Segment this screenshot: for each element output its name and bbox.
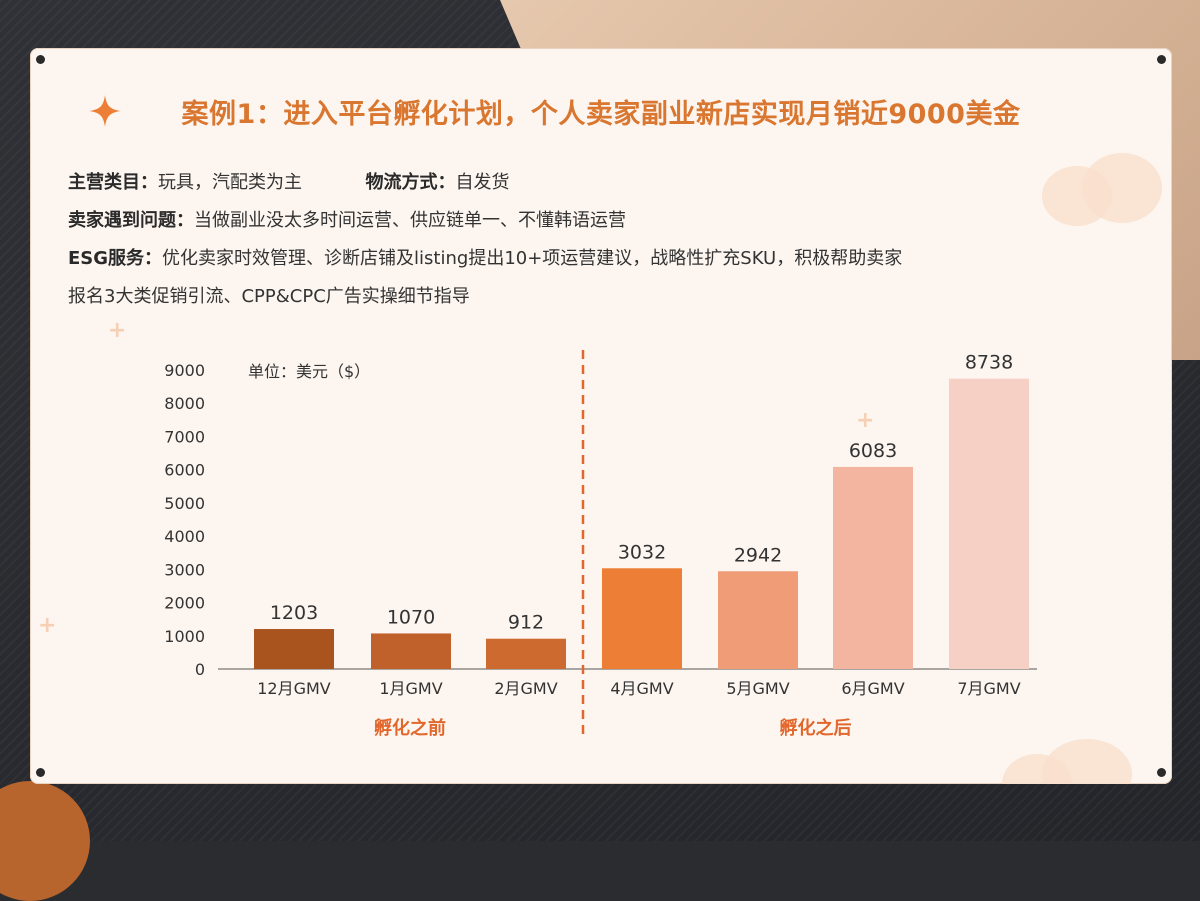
y-tick-label: 5000: [164, 494, 205, 513]
x-tick-label: 5月GMV: [726, 679, 789, 698]
info-line-esg: ESG服务：优化卖家时效管理、诊断店铺及listing提出10+项运营建议，战略…: [68, 244, 902, 270]
bar: [833, 466, 913, 669]
x-tick-label: 4月GMV: [610, 679, 673, 698]
y-tick-label: 3000: [164, 560, 205, 579]
gmv-bar-chart: 0 1000 2000 3000 4000 5000 6000 7000 8000 9000 单位：…: [164, 350, 1037, 740]
y-tick-label: 2000: [164, 594, 205, 613]
category-value: 玩具，汽配类为主: [158, 172, 302, 193]
info-line-category: 主营类目：玩具，汽配类为主 物流方式：自发货: [68, 168, 509, 194]
group-label: 孵化之前: [374, 717, 446, 739]
corner-dot: [1157, 768, 1166, 777]
esg-label: ESG服务：: [68, 248, 163, 269]
bar: [371, 633, 451, 669]
cloud-decoration: [1042, 166, 1112, 226]
bar: [602, 568, 682, 669]
plus-decoration: +: [38, 613, 57, 638]
y-tick-label: 1000: [164, 627, 205, 646]
y-tick-label: 8000: [164, 394, 205, 413]
y-tick-label: 6000: [164, 461, 205, 480]
group-label: 孵化之后: [780, 717, 852, 739]
logistics-value: 自发货: [455, 172, 510, 193]
data-label: 3032: [618, 541, 666, 563]
y-tick-label: 0: [195, 660, 205, 679]
plus-decoration: +: [108, 318, 127, 343]
bar: [254, 629, 334, 669]
problem-label: 卖家遇到问题：: [68, 210, 194, 231]
problem-value: 当做副业没太多时间运营、供应链单一、不懂韩语运营: [194, 210, 626, 231]
y-tick-label: 9000: [164, 361, 205, 380]
data-label: 1070: [387, 606, 435, 628]
data-label: 8738: [965, 352, 1013, 374]
esg-value-line2: 报名3大类促销引流、CPP&CPC广告实操细节指导: [68, 286, 470, 307]
sparkle-icon: [89, 95, 121, 127]
data-label: 2942: [734, 544, 782, 566]
bar: [949, 378, 1029, 669]
x-tick-label: 7月GMV: [957, 679, 1020, 698]
esg-value-line1: 优化卖家时效管理、诊断店铺及listing提出10+项运营建议，战略性扩充SKU…: [162, 248, 903, 269]
info-line-problem: 卖家遇到问题：当做副业没太多时间运营、供应链单一、不懂韩语运营: [68, 206, 626, 232]
x-tick-label: 6月GMV: [841, 679, 904, 698]
x-tick-label: 2月GMV: [494, 679, 557, 698]
data-label: 6083: [849, 440, 897, 462]
bar: [718, 571, 798, 669]
unit-label: 单位：美元（$）: [248, 362, 370, 381]
y-tick-label: 4000: [164, 527, 205, 546]
plus-decoration: +: [856, 408, 875, 433]
bar: [486, 638, 566, 669]
corner-dot: [36, 768, 45, 777]
logistics-label: 物流方式：: [365, 172, 456, 193]
category-label: 主营类目：: [68, 172, 158, 193]
y-tick-label: 7000: [164, 427, 205, 446]
page-title: 案例1：进入平台孵化计划，个人卖家副业新店实现月销近9000美金: [181, 99, 1021, 130]
x-tick-label: 12月GMV: [257, 679, 331, 698]
x-tick-label: 1月GMV: [379, 679, 442, 698]
data-label: 1203: [270, 602, 318, 624]
info-line-esg-2: 报名3大类促销引流、CPP&CPC广告实操细节指导: [68, 282, 470, 308]
corner-dot: [1157, 55, 1166, 64]
corner-dot: [36, 55, 45, 64]
data-label: 912: [508, 612, 544, 634]
